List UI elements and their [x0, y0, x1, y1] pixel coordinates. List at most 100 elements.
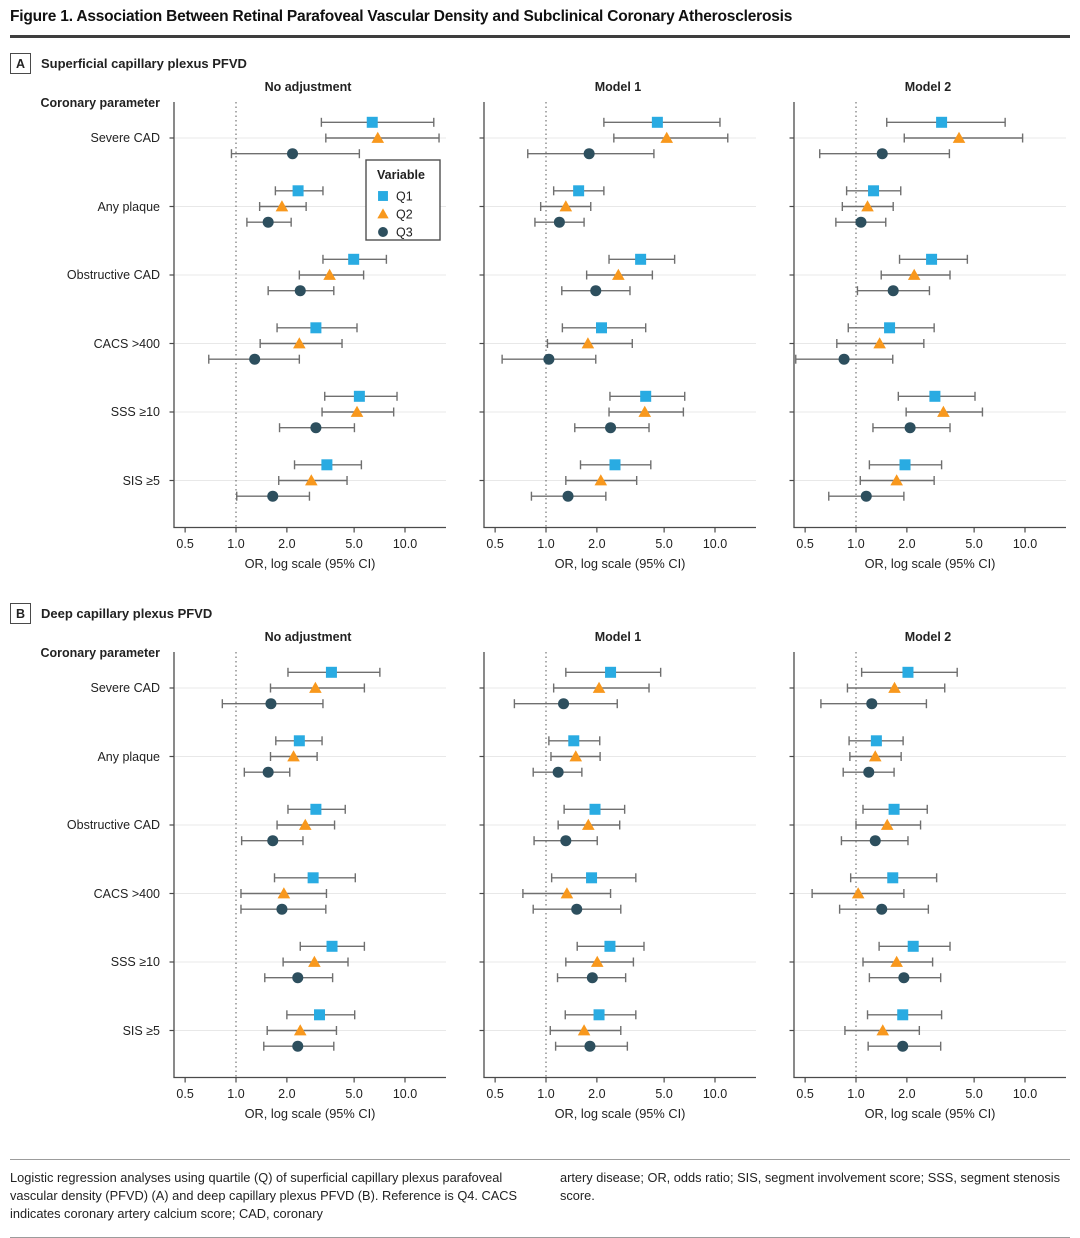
x-axis-label: OR, log scale (95% CI) [555, 1106, 686, 1121]
x-tick-label: 1.0 [537, 537, 554, 551]
param-label: Severe CAD [90, 131, 160, 145]
marker-q1-square [348, 253, 360, 265]
param-label: SSS ≥10 [110, 955, 160, 969]
caption-right-text: artery disease; OR, odds ratio; SIS, seg… [560, 1170, 1061, 1204]
marker-q1-square [907, 940, 919, 952]
marker-q1-square [378, 191, 388, 201]
x-tick-label: 1.0 [847, 537, 864, 551]
x-tick-label: 10.0 [1013, 1087, 1037, 1101]
x-axis-label: OR, log scale (95% CI) [865, 556, 996, 571]
caption-right-column: artery disease; OR, odds ratio; SIS, seg… [560, 1169, 1068, 1223]
panel-a: A Superficial capillary plexus PFVD Coro… [10, 53, 1070, 579]
marker-q2-triangle [868, 750, 882, 762]
marker-q2-triangle [612, 268, 625, 280]
marker-q2-triangle [861, 200, 874, 212]
marker-q3-circle [584, 1040, 596, 1052]
legend-title: Variable [377, 168, 425, 182]
x-tick-label: 1.0 [537, 1087, 554, 1101]
marker-q2-triangle [293, 1024, 307, 1036]
panel-a-plots: Coronary parameter Severe CAD Any plaque Ob… [10, 80, 1070, 579]
marker-q2-triangle [277, 887, 291, 899]
marker-q3-circle [887, 285, 899, 297]
marker-q1-square [568, 735, 580, 747]
x-tick-label: 5.0 [345, 537, 362, 551]
x-tick-label: 0.5 [796, 537, 813, 551]
forest-plot: 0.5 1.0 2.0 5.0 10.0 OR, log scale (95% CI) [789, 652, 1066, 1121]
marker-q2-triangle [880, 818, 894, 830]
marker-q1-square [640, 390, 652, 402]
panel-a-letter-badge: A [10, 53, 31, 74]
marker-q3-circle [276, 903, 288, 915]
marker-q1-square [902, 666, 914, 678]
x-tick-label: 2.0 [588, 1087, 605, 1101]
marker-q3-circle [294, 285, 306, 297]
marker-q1-square [897, 1009, 909, 1021]
marker-q2-triangle [876, 1024, 890, 1036]
x-tick-label: 10.0 [703, 1087, 727, 1101]
figure-caption: Logistic regression analyses using quart… [10, 1159, 1070, 1223]
marker-q2-triangle [907, 268, 921, 280]
x-tick-label: 5.0 [655, 537, 672, 551]
parameter-label-column: Coronary parameter Severe CAD Any plaque Ob… [10, 630, 168, 1124]
param-label: Obstructive CAD [66, 818, 160, 832]
marker-q3-circle [876, 148, 888, 160]
marker-q3-circle [897, 1040, 909, 1052]
marker-q1-square [314, 1009, 326, 1021]
marker-q2-triangle [377, 208, 389, 219]
x-tick-label: 2.0 [278, 537, 295, 551]
marker-q1-square [321, 459, 333, 471]
param-label: Severe CAD [90, 681, 160, 695]
panel-b-header: B Deep capillary plexus PFVD [10, 603, 1070, 624]
forest-plot: 0.5 1.0 2.0 5.0 10.0 OR, log scale (95% CI) [479, 652, 756, 1121]
marker-q2-triangle [592, 681, 606, 693]
x-tick-label: 0.5 [486, 1087, 503, 1101]
x-tick-label: 10.0 [703, 537, 727, 551]
marker-q3-circle [838, 353, 850, 365]
x-axis-label: OR, log scale (95% CI) [865, 1106, 996, 1121]
model-column-header: Model 2 [904, 80, 952, 94]
forest-plot: 0.5 1.0 2.0 5.0 10.0 OR, log scale (95% CI) [789, 102, 1066, 571]
marker-q1-square [635, 253, 647, 265]
panel-b-title: Deep capillary plexus PFVD [41, 606, 213, 621]
marker-q2-triangle [638, 405, 652, 417]
marker-q3-circle [262, 766, 274, 778]
marker-q2-triangle [888, 681, 901, 693]
panel-b-letter-badge: B [10, 603, 31, 624]
forest-plot: 0.5 1.0 2.0 5.0 10.0 OR, log scale (95% CI) [479, 102, 756, 571]
marker-q2-triangle [309, 681, 322, 693]
x-tick-label: 2.0 [588, 537, 605, 551]
marker-q2-triangle [275, 200, 289, 212]
x-tick-label: 5.0 [965, 1087, 982, 1101]
model-column-header: Model 1 [594, 80, 642, 94]
marker-q2-triangle [371, 131, 385, 143]
param-label: Any plaque [97, 199, 160, 214]
forest-plot: 0.5 1.0 2.0 5.0 10.0 OR, log scale (95% CI) [169, 652, 446, 1121]
marker-q2-triangle [890, 474, 903, 486]
marker-q2-triangle [569, 750, 583, 762]
marker-q1-square [604, 940, 616, 952]
x-tick-label: 2.0 [898, 537, 915, 551]
marker-q2-triangle [937, 405, 950, 417]
title-divider [10, 35, 1070, 38]
model-column: Model 1 0.5 1.0 2.0 5.0 10.0 OR, log scale (95… [478, 80, 758, 579]
marker-q3-circle [310, 422, 322, 434]
panel-a-title: Superficial capillary plexus PFVD [41, 56, 247, 71]
x-tick-label: 2.0 [898, 1087, 915, 1101]
marker-q1-square [307, 872, 319, 884]
marker-q3-circle [560, 835, 572, 847]
marker-q1-square [868, 185, 880, 197]
x-axis-label: OR, log scale (95% CI) [245, 1106, 376, 1121]
x-tick-label: 1.0 [227, 1087, 244, 1101]
marker-q1-square [605, 666, 617, 678]
marker-q3-circle [292, 1040, 304, 1052]
marker-q1-square [609, 459, 621, 471]
marker-q2-triangle [582, 818, 595, 830]
marker-q2-triangle [581, 337, 595, 349]
marker-q1-square [310, 803, 322, 815]
param-label: CACS >400 [93, 336, 160, 351]
marker-q1-square [936, 116, 948, 128]
marker-q3-circle [904, 422, 916, 434]
model-column: Model 2 0.5 1.0 2.0 5.0 10.0 OR, log scale (95… [788, 80, 1068, 579]
x-tick-label: 10.0 [393, 537, 417, 551]
